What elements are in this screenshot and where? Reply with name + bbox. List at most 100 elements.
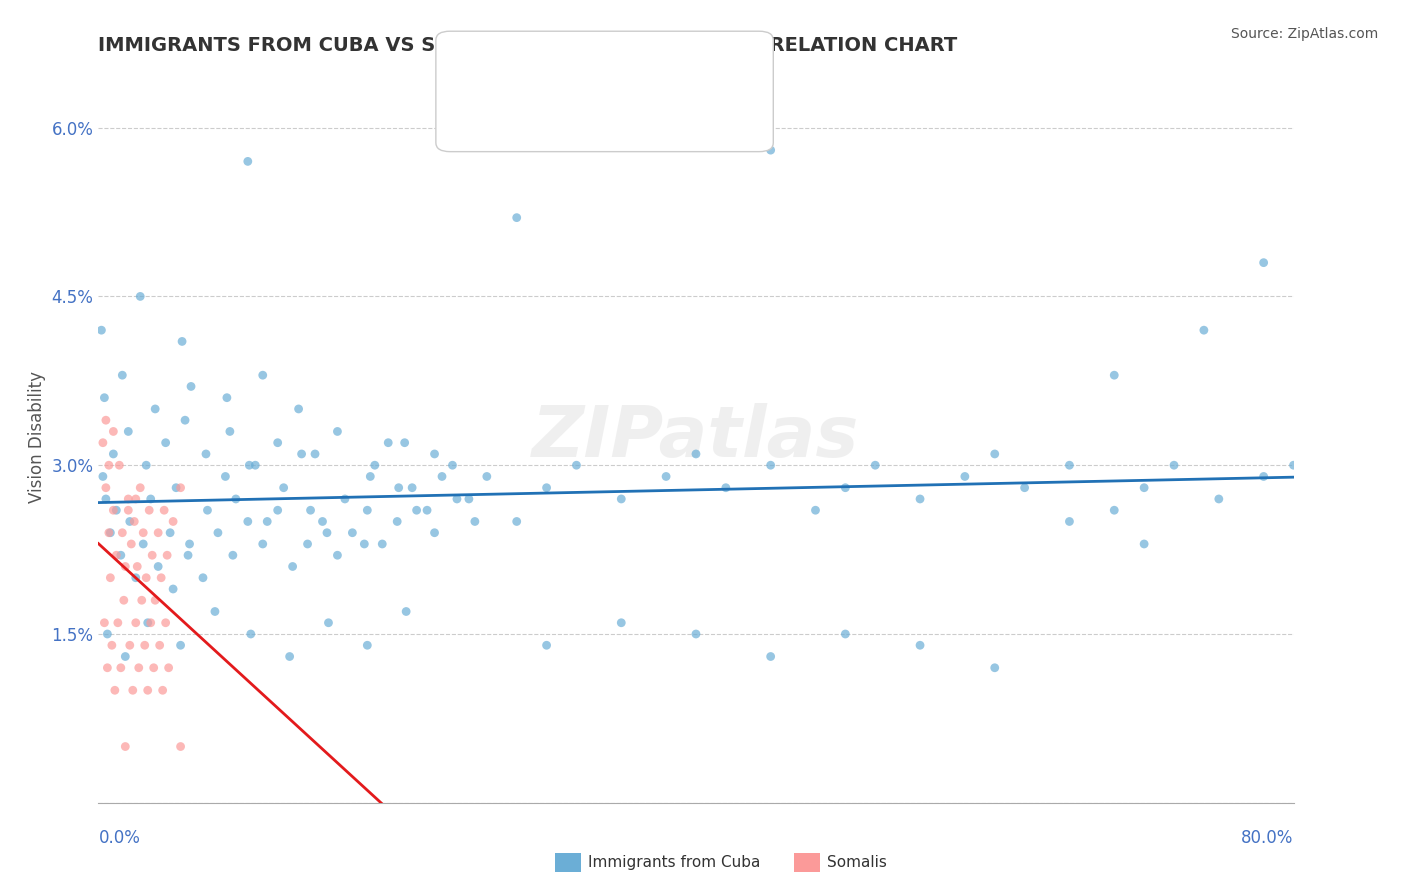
Point: [169, 481, 191, 495]
Point: [174, 413, 197, 427]
Point: [316, 525, 339, 540]
Point: [131, 593, 153, 607]
Point: [256, 515, 278, 529]
Point: [359, 469, 381, 483]
Point: [117, 425, 139, 439]
Point: [94, 491, 117, 506]
Point: [155, 435, 177, 450]
Point: [394, 435, 416, 450]
Point: [238, 458, 260, 473]
Point: [953, 469, 976, 483]
Point: [610, 491, 633, 506]
Point: [177, 548, 200, 562]
Point: [94, 481, 117, 495]
Point: [135, 571, 157, 585]
Point: [90, 323, 112, 337]
Point: [273, 481, 295, 495]
Point: [141, 548, 163, 562]
Point: [97, 525, 120, 540]
Point: [105, 503, 128, 517]
Text: 0.0%: 0.0%: [98, 829, 141, 847]
Point: [759, 649, 782, 664]
Point: [1253, 469, 1275, 483]
Text: 0.125: 0.125: [531, 60, 583, 78]
Point: [162, 582, 184, 596]
Point: [401, 481, 423, 495]
Point: [179, 537, 201, 551]
Point: [423, 447, 446, 461]
Point: [105, 548, 128, 562]
Point: [139, 491, 162, 506]
Point: [1014, 481, 1036, 495]
Point: [252, 368, 274, 383]
Point: [506, 211, 529, 225]
Point: [96, 627, 118, 641]
Point: [236, 515, 259, 529]
Point: [93, 391, 115, 405]
Point: [117, 491, 139, 506]
Text: IMMIGRANTS FROM CUBA VS SOMALI VISION DISABILITY CORRELATION CHART: IMMIGRANTS FROM CUBA VS SOMALI VISION DI…: [98, 36, 957, 54]
Point: [110, 548, 132, 562]
Point: [1282, 458, 1305, 473]
Point: [441, 458, 464, 473]
Text: Immigrants from Cuba: Immigrants from Cuba: [588, 855, 761, 870]
Point: [91, 469, 114, 483]
Point: [446, 491, 468, 506]
Point: [299, 503, 322, 517]
Point: [93, 615, 115, 630]
Text: N =: N =: [598, 102, 634, 120]
Point: [172, 334, 194, 349]
Point: [278, 649, 301, 664]
Text: R =: R =: [496, 60, 533, 78]
Point: [118, 515, 141, 529]
Point: [204, 605, 226, 619]
Point: [124, 515, 146, 529]
Point: [169, 739, 191, 754]
Point: [834, 481, 856, 495]
Point: [458, 491, 481, 506]
Point: [128, 661, 150, 675]
Point: [908, 638, 931, 652]
Point: [804, 503, 827, 517]
Point: [98, 525, 122, 540]
Point: [132, 525, 155, 540]
Point: [297, 537, 319, 551]
Point: [984, 447, 1007, 461]
Point: [1208, 491, 1230, 506]
Point: [132, 537, 155, 551]
Point: [136, 615, 159, 630]
Point: [136, 683, 159, 698]
Point: [191, 571, 214, 585]
Point: [610, 615, 633, 630]
Point: [127, 559, 149, 574]
Point: [169, 638, 191, 652]
Point: [267, 435, 290, 450]
Text: 52: 52: [633, 102, 655, 120]
Point: [311, 515, 333, 529]
Point: [430, 469, 453, 483]
Point: [142, 661, 165, 675]
Point: [267, 503, 290, 517]
Point: [536, 638, 558, 652]
Point: [356, 503, 378, 517]
Point: [159, 525, 181, 540]
Point: [333, 491, 356, 506]
Point: [91, 435, 114, 450]
Text: N =: N =: [598, 60, 634, 78]
Point: [291, 447, 314, 461]
Text: R =: R =: [496, 102, 533, 120]
Point: [207, 525, 229, 540]
Point: [388, 481, 411, 495]
Point: [118, 638, 141, 652]
Point: [153, 503, 176, 517]
Point: [395, 605, 418, 619]
Point: [252, 537, 274, 551]
Point: [318, 615, 340, 630]
Point: [103, 425, 125, 439]
Y-axis label: Vision Disability: Vision Disability: [28, 371, 46, 503]
Point: [984, 661, 1007, 675]
Point: [114, 559, 136, 574]
Point: [180, 379, 202, 393]
Point: [326, 548, 349, 562]
Point: [135, 458, 157, 473]
